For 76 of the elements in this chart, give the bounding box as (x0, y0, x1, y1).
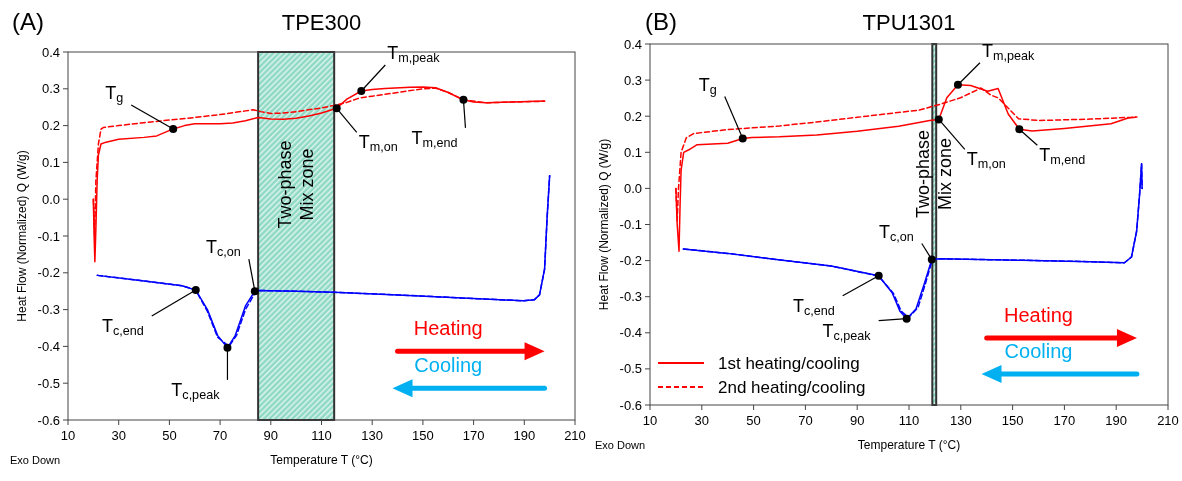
annotation: T$_{m,end}$ (411, 127, 458, 151)
annotation: T$_{m,on}$ (966, 149, 1006, 172)
annotation: T$_{c,end}$ (792, 295, 835, 319)
x-tick-label: 10 (60, 428, 76, 443)
x-tick-label: 170 (1053, 413, 1076, 428)
annotation: Cooling (1004, 340, 1073, 363)
x-tick-label: 210 (1157, 413, 1179, 428)
y-tick-label: 0.0 (41, 191, 60, 207)
y-tick-label: -0.4 (37, 338, 60, 354)
annotation: T$_{c,peak}$ (822, 320, 872, 343)
y-tick-label: -0.2 (619, 253, 642, 269)
x-tick-label: 110 (898, 413, 920, 428)
x-tick-label: 90 (263, 428, 279, 443)
x-tick-label: 130 (361, 428, 384, 443)
text: Exo Down (595, 439, 646, 451)
x-tick-label: 90 (849, 413, 865, 428)
y-tick-label: 0.3 (41, 81, 60, 97)
y-tick-label: -0.3 (37, 302, 60, 318)
annotation: Heating (413, 317, 483, 340)
annotation: T$_{g}$ (105, 82, 124, 106)
y-tick-label: -0.6 (37, 412, 60, 428)
x-tick-label: 130 (949, 413, 972, 428)
x-axis-title: Temperature T (°C) (270, 453, 373, 467)
annotation: T$_{g}$ (698, 74, 717, 97)
x-tick-label: 70 (798, 413, 813, 428)
x-tick-label: 110 (311, 428, 332, 443)
y-axis-title: Heat Flow (Normalized) Q (W/g) (15, 150, 29, 322)
annotation: T$_{c,on}$ (206, 237, 241, 260)
x-tick-label: 10 (642, 413, 658, 428)
annotation: T$_{m,on}$ (358, 132, 398, 155)
chart-title: TPU1301 (862, 10, 956, 35)
x-tick-label: 50 (746, 413, 761, 428)
y-tick-label: 0.4 (623, 36, 642, 52)
y-tick-label: -0.4 (619, 325, 642, 341)
chart-title: TPE300 (281, 10, 362, 35)
x-tick-label: 210 (564, 428, 586, 443)
annotation: T$_{m,peak}$ (387, 43, 441, 66)
annotation: T$_{m,peak}$ (981, 40, 1035, 64)
x-tick-label: 70 (212, 428, 228, 443)
y-tick-label: 0.1 (41, 154, 60, 170)
annotation: Heating (1004, 303, 1073, 326)
text: Exo Down (10, 454, 61, 466)
annotation: T$_{m,end}$ (1039, 145, 1086, 168)
text: (B) (645, 8, 677, 35)
x-tick-label: 30 (111, 428, 126, 443)
y-tick-label: 0.0 (623, 180, 642, 196)
x-tick-label: 190 (513, 428, 536, 443)
y-tick-label: -0.6 (619, 397, 642, 413)
y-axis-title: Heat Flow (Normalized) Q (W/g) (597, 138, 611, 311)
x-axis-title: Temperature T (°C) (857, 438, 961, 452)
annotation: T$_{c,on}$ (878, 221, 914, 244)
y-tick-label: -0.1 (37, 228, 60, 244)
x-tick-label: 170 (462, 428, 485, 443)
y-tick-label: -0.1 (619, 217, 642, 232)
band-label: Two-phase Mix zone (913, 129, 956, 218)
y-tick-label: -0.5 (37, 375, 60, 391)
y-tick-label: 0.4 (41, 44, 60, 60)
y-tick-label: -0.3 (619, 289, 642, 305)
y-tick-label: 0.2 (623, 108, 642, 124)
y-tick-label: -0.5 (619, 361, 642, 377)
legend-label: 2nd heating/cooling (718, 378, 866, 397)
annotation: Cooling (414, 354, 483, 377)
x-tick-label: 190 (1105, 413, 1128, 428)
y-tick-label: 0.2 (41, 118, 60, 134)
x-tick-label: 150 (412, 428, 434, 443)
text: (A) (12, 8, 44, 35)
annotation: T$_{c,peak}$ (171, 379, 221, 403)
y-tick-label: 0.3 (623, 72, 642, 88)
y-tick-label: -0.2 (37, 265, 60, 281)
x-tick-label: 50 (162, 428, 177, 443)
annotation: T$_{c,end}$ (101, 316, 144, 339)
legend-label: 1st heating/cooling (718, 354, 860, 373)
y-tick-label: 0.1 (623, 144, 642, 160)
x-tick-label: 30 (694, 413, 710, 428)
band-label: Two-phase Mix zone (275, 140, 318, 229)
x-tick-label: 150 (1001, 413, 1024, 428)
